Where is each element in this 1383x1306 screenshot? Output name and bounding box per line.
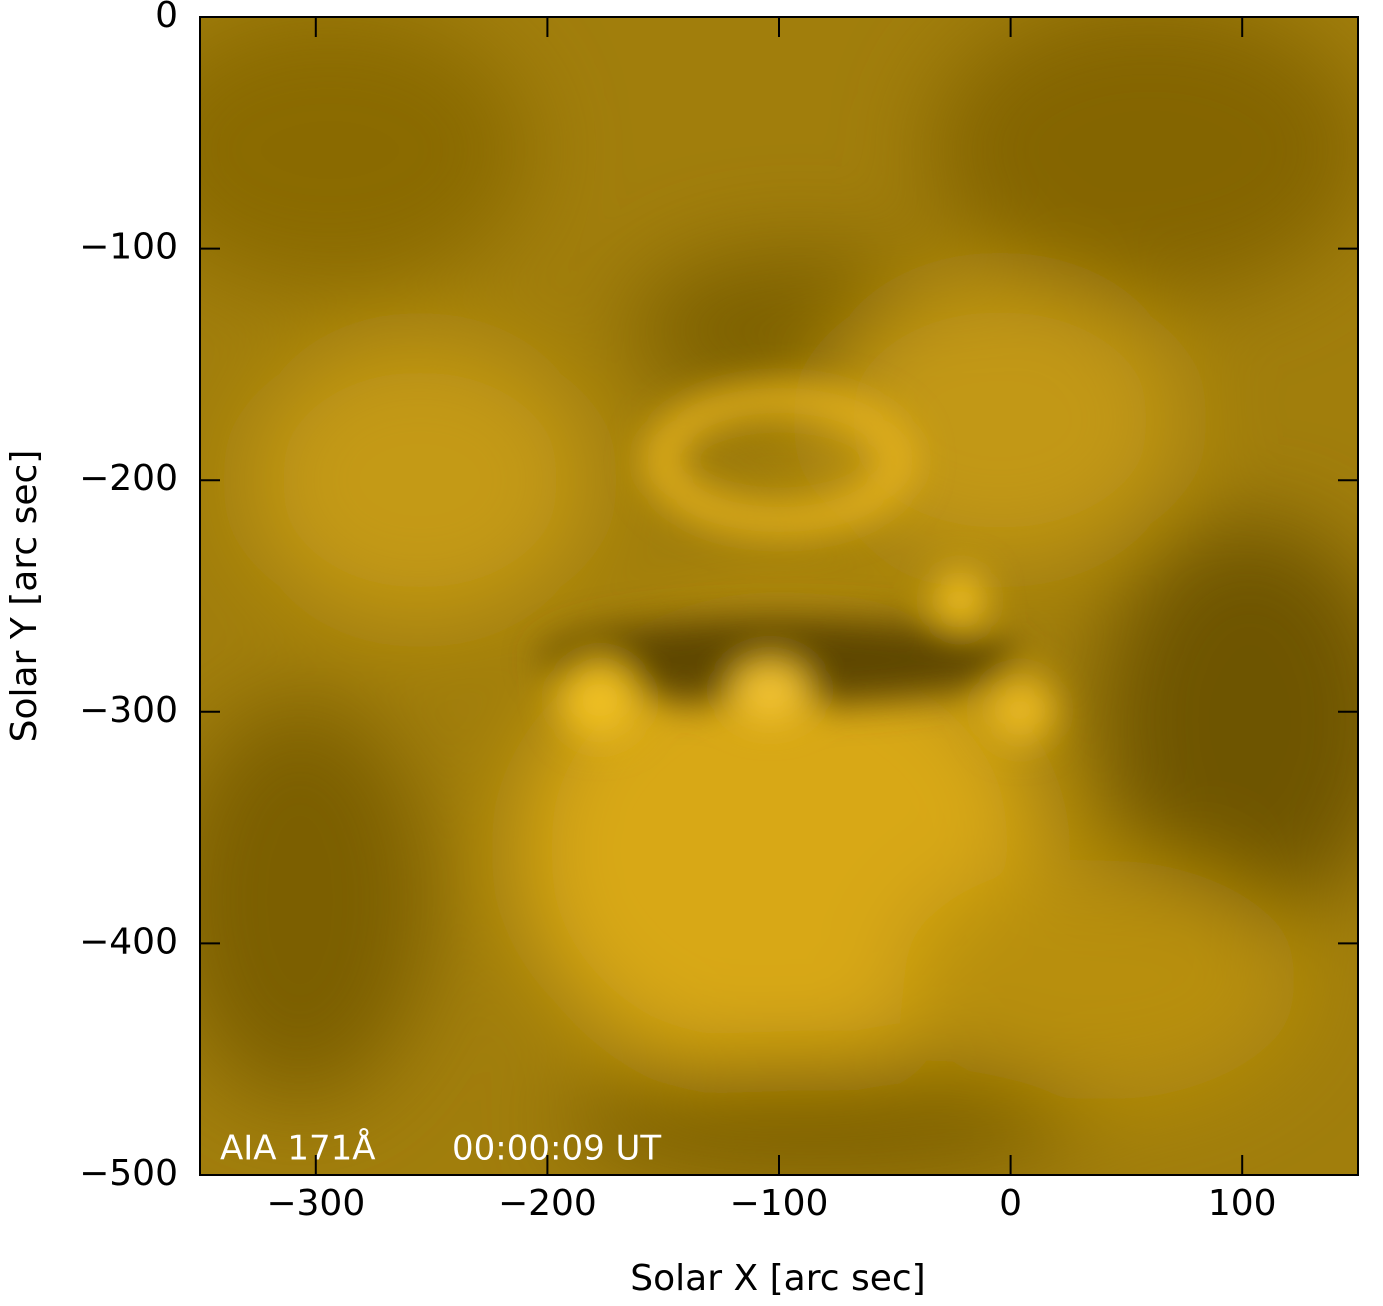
y-tick-label: −200 — [79, 458, 178, 499]
y-tick-label: −400 — [79, 921, 178, 962]
x-tick-label: 0 — [999, 1183, 1022, 1224]
y-tick-label: 0 — [155, 0, 178, 36]
x-tick-label: 100 — [1208, 1183, 1277, 1224]
x-tick-label: −200 — [498, 1183, 597, 1224]
y-tick-label: −300 — [79, 690, 178, 731]
y-tick-label: −500 — [79, 1153, 178, 1194]
x-axis-label: Solar X [arc sec] — [630, 1258, 925, 1299]
solar-image — [200, 17, 1358, 1175]
x-tick-label: −300 — [266, 1183, 365, 1224]
annotation: 00:00:09 UT — [452, 1129, 661, 1169]
x-tick-label: −100 — [730, 1183, 829, 1224]
y-axis-label: Solar Y [arc sec] — [4, 450, 45, 743]
annotation: AIA 171Å — [220, 1128, 376, 1169]
y-tick-label: −100 — [79, 227, 178, 268]
